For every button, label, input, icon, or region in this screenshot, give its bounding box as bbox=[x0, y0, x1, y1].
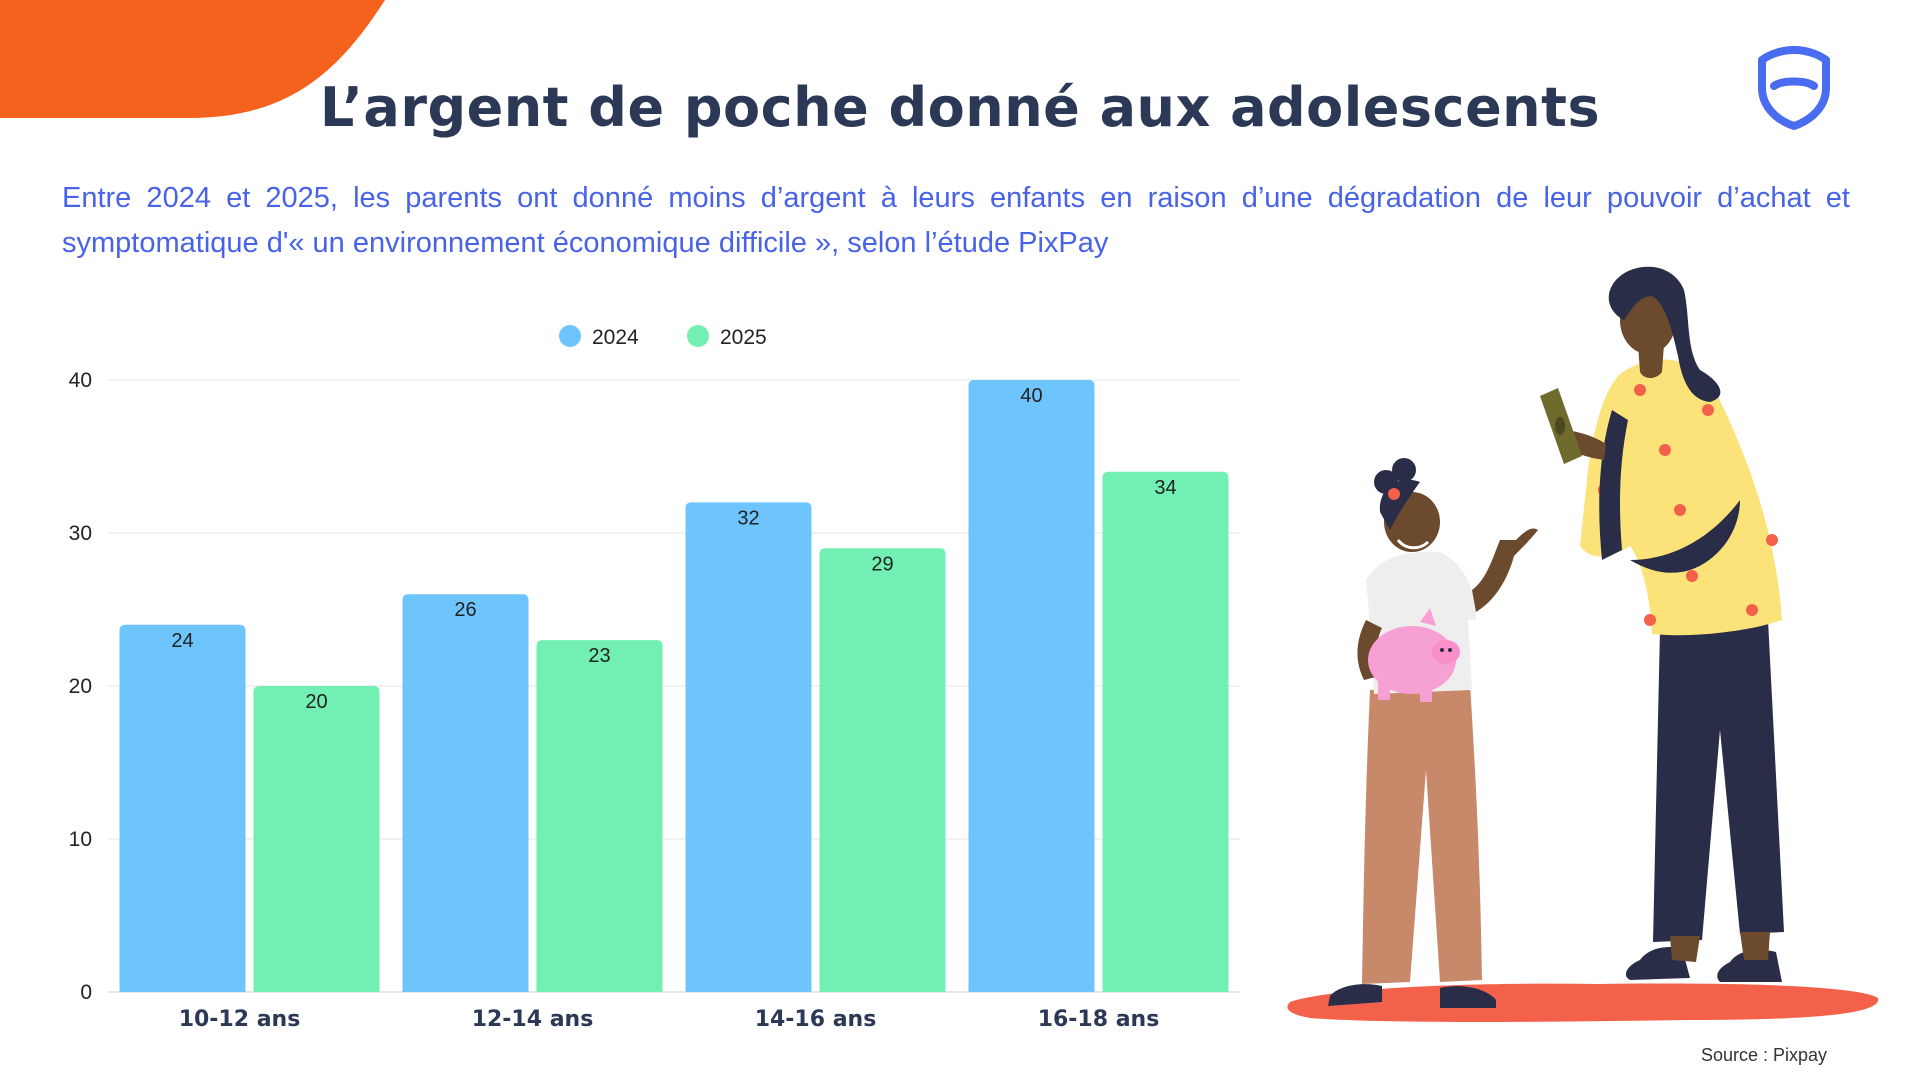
source-note: Source : Pixpay bbox=[1700, 1045, 1827, 1065]
data-label: 24 bbox=[171, 630, 193, 652]
legend-swatch-2024 bbox=[559, 325, 581, 347]
bar-2025-0 bbox=[253, 686, 380, 992]
data-labels: 24 20 26 23 32 29 40 34 bbox=[171, 385, 1176, 713]
data-label: 40 bbox=[1020, 385, 1042, 407]
data-label: 34 bbox=[1154, 477, 1176, 499]
bars bbox=[119, 380, 1229, 992]
data-label: 23 bbox=[588, 645, 610, 667]
bar-2025-3 bbox=[1102, 471, 1229, 992]
data-label: 29 bbox=[871, 553, 893, 575]
y-tick-label: 30 bbox=[69, 522, 92, 545]
bar-2025-2 bbox=[819, 548, 946, 992]
x-axis-ticks: 10-12 ans 12-14 ans 14-16 ans 16-18 ans bbox=[179, 1007, 1160, 1032]
x-tick-label: 16-18 ans bbox=[1038, 1007, 1160, 1032]
x-tick-label: 14-16 ans bbox=[755, 1007, 877, 1032]
brand-logo-icon bbox=[1758, 46, 1830, 130]
data-label: 20 bbox=[305, 691, 327, 713]
y-tick-label: 20 bbox=[69, 675, 92, 698]
page-subtitle: Entre 2024 et 2025, les parents ont donn… bbox=[62, 182, 1850, 259]
bar-2024-3 bbox=[968, 380, 1095, 992]
y-tick-label: 10 bbox=[69, 828, 92, 851]
legend-swatch-2025 bbox=[687, 325, 709, 347]
bar-2024-0 bbox=[119, 624, 246, 992]
y-tick-label: 0 bbox=[80, 981, 92, 1004]
page-title: L’argent de poche donné aux adolescents bbox=[319, 76, 1601, 139]
mother-daughter-illustration bbox=[1287, 266, 1879, 1022]
bar-2024-2 bbox=[685, 502, 812, 992]
legend-label: 2025 bbox=[720, 326, 767, 349]
bar-chart: 0 10 20 30 40 24 20 26 23 32 29 40 34 10-12 ans 12-1… bbox=[69, 325, 1240, 1032]
legend-label: 2024 bbox=[592, 326, 639, 349]
data-label: 32 bbox=[737, 507, 759, 529]
chart-legend: 2024 2025 bbox=[559, 325, 767, 349]
bar-2025-1 bbox=[536, 640, 663, 992]
y-axis-ticks: 0 10 20 30 40 bbox=[69, 369, 92, 1004]
x-tick-label: 12-14 ans bbox=[472, 1007, 594, 1032]
data-label: 26 bbox=[454, 599, 476, 621]
bar-2024-1 bbox=[402, 594, 529, 992]
corner-decoration bbox=[0, 0, 385, 118]
x-tick-label: 10-12 ans bbox=[179, 1007, 301, 1032]
y-tick-label: 40 bbox=[69, 369, 92, 392]
